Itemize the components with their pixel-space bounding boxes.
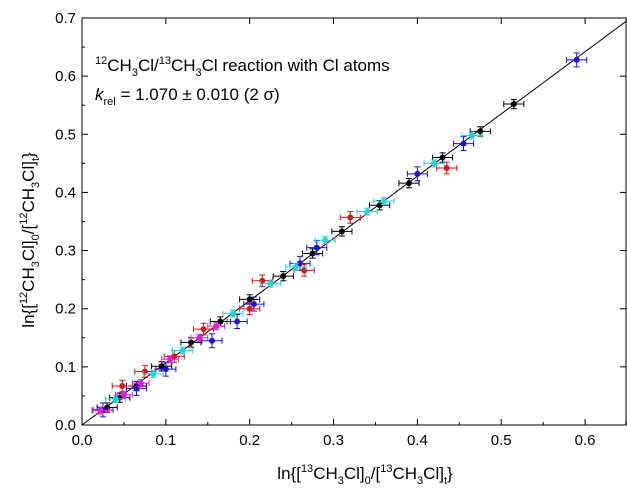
- data-point: [234, 318, 241, 325]
- data-point: [406, 180, 412, 187]
- data-point: [292, 263, 299, 270]
- y-tick-label: 0.4: [55, 184, 76, 201]
- data-point: [208, 337, 215, 344]
- y-tick-label: 0.2: [55, 301, 76, 318]
- data-point: [364, 208, 371, 215]
- data-point: [309, 250, 316, 257]
- data-point: [188, 339, 194, 346]
- data-point: [347, 214, 354, 221]
- annotation-title: 12CH3Cl/13CH3Cl reaction with Cl atoms: [95, 55, 390, 79]
- data-point: [250, 301, 257, 308]
- data-point: [217, 318, 224, 325]
- data-point: [112, 395, 119, 402]
- data-point: [97, 407, 104, 414]
- data-point: [280, 273, 287, 280]
- data-point: [338, 228, 345, 235]
- x-tick-label: 0.5: [491, 432, 512, 449]
- data-point: [200, 326, 207, 333]
- data-point: [322, 237, 329, 244]
- y-tick-label: 0.1: [55, 359, 76, 376]
- data-point: [510, 101, 517, 108]
- data-point: [443, 165, 450, 172]
- y-axis-title: ln{[12CH3Cl]0/[12CH3Cl]t}: [18, 152, 42, 328]
- x-tick-label: 0.3: [323, 432, 344, 449]
- y-tick-label: 0.6: [55, 68, 76, 85]
- data-point: [150, 370, 157, 377]
- data-point: [246, 296, 253, 303]
- data-point: [196, 334, 203, 341]
- y-tick-label: 0.0: [55, 417, 76, 434]
- y-tick-label: 0.5: [55, 126, 76, 143]
- data-point: [313, 244, 320, 251]
- x-tick-label: 0.2: [239, 432, 260, 449]
- data-point: [120, 391, 127, 398]
- data-point: [179, 347, 186, 354]
- x-tick-label: 0.4: [407, 432, 428, 449]
- y-tick-label: 0.3: [55, 243, 76, 260]
- data-point: [431, 160, 438, 167]
- data-point: [167, 356, 174, 363]
- data-point: [171, 353, 178, 360]
- data-point: [119, 383, 126, 390]
- data-point: [376, 202, 383, 209]
- data-point: [468, 132, 475, 139]
- data-point: [213, 323, 220, 330]
- data-point: [137, 380, 144, 387]
- annotation-krel: krel = 1.070 ± 0.010 (2 σ): [95, 85, 280, 108]
- x-axis-title: ln{[13CH3Cl]0/[13CH3Cl]t}: [277, 463, 453, 487]
- data-point: [162, 366, 169, 373]
- data-point: [414, 170, 421, 177]
- x-tick-label: 0.0: [72, 432, 93, 449]
- data-point: [246, 305, 253, 312]
- data-point: [460, 140, 467, 147]
- data-point: [267, 280, 274, 287]
- y-tick-label: 0.7: [55, 10, 76, 27]
- data-point: [158, 363, 165, 370]
- x-tick-label: 0.6: [575, 432, 596, 449]
- data-point: [380, 198, 387, 205]
- data-point: [573, 56, 580, 63]
- plot-area: 0.0 0.1 0.2 0.3 0.4 0.5 0.6 0.0 0.1 0.2 0.3 0.4 0.5 0…: [55, 10, 627, 449]
- data-point: [439, 154, 446, 161]
- x-tick-label: 0.1: [155, 432, 176, 449]
- data-point: [229, 310, 236, 317]
